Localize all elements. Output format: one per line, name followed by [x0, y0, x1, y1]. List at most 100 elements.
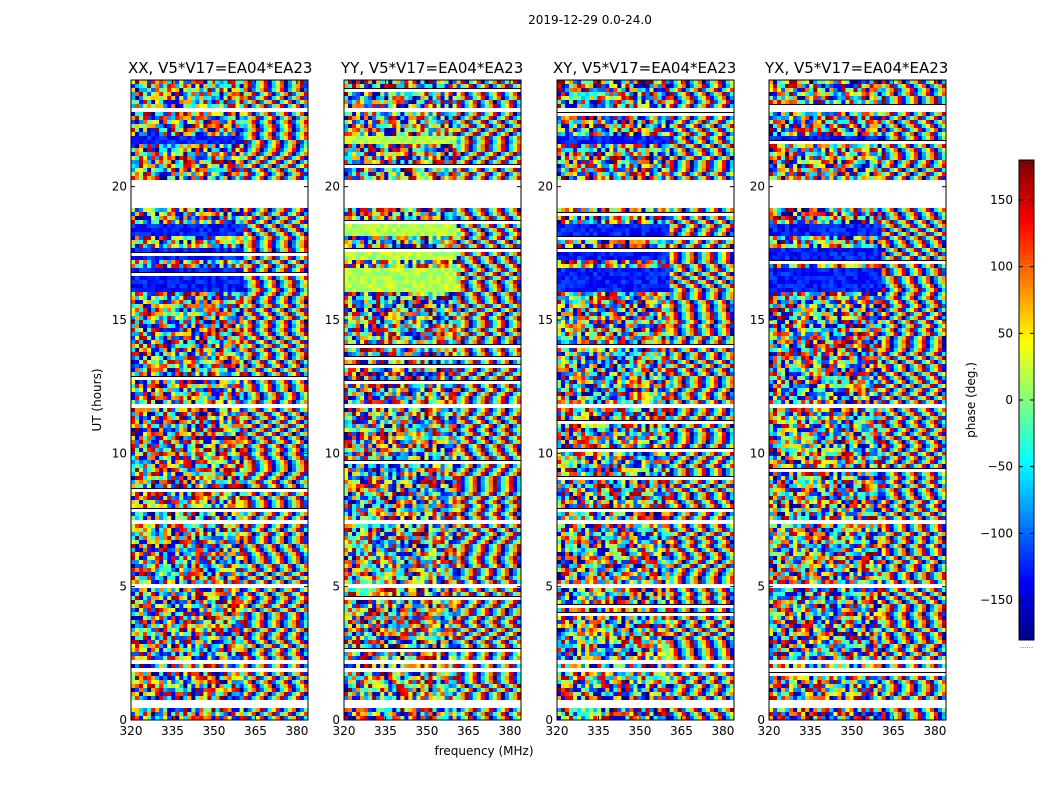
- phase-cell: [147, 264, 152, 268]
- phase-cell: [163, 480, 168, 484]
- phase-cell: [303, 332, 309, 336]
- phase-cell: [159, 260, 164, 264]
- phase-cell: [199, 316, 204, 320]
- phase-cell: [183, 160, 188, 164]
- phase-cell: [243, 560, 248, 564]
- phase-cell: [235, 568, 240, 572]
- phase-cell: [227, 88, 232, 92]
- phase-cell: [175, 360, 180, 364]
- phase-cell: [223, 164, 228, 168]
- phase-cell: [255, 220, 261, 224]
- phase-cell: [275, 288, 281, 292]
- phase-cell: [143, 244, 148, 248]
- phase-cell: [215, 112, 220, 116]
- phase-cell: [183, 424, 188, 428]
- phase-cell: [155, 148, 160, 152]
- phase-cell: [235, 176, 240, 180]
- phase-cell: [199, 568, 204, 572]
- phase-cell: [247, 296, 252, 300]
- phase-cell: [211, 216, 216, 220]
- phase-cell: [147, 512, 152, 516]
- phase-cell: [267, 264, 273, 268]
- phase-cell: [183, 232, 188, 236]
- phase-cell: [223, 160, 228, 164]
- phase-cell: [283, 540, 289, 544]
- phase-cell: [267, 160, 273, 164]
- phase-cell: [211, 408, 216, 412]
- phase-cell: [295, 176, 301, 180]
- phase-cell: [239, 104, 244, 108]
- phase-cell: [175, 592, 180, 596]
- phase-cell: [215, 300, 220, 304]
- phase-cell: [303, 572, 309, 576]
- phase-cell: [235, 172, 240, 176]
- phase-cell: [135, 144, 140, 148]
- phase-cell: [171, 316, 176, 320]
- phase-cell: [215, 144, 220, 148]
- phase-cell: [207, 104, 212, 108]
- phase-cell: [291, 400, 297, 404]
- phase-cell: [215, 572, 220, 576]
- phase-cell: [147, 448, 152, 452]
- phase-cell: [223, 360, 228, 364]
- phase-cell: [267, 392, 273, 396]
- phase-cell: [287, 408, 293, 412]
- phase-cell: [175, 492, 180, 496]
- phase-cell: [279, 96, 285, 100]
- phase-cell: [303, 232, 309, 236]
- phase-cell: [135, 456, 140, 460]
- phase-cell: [251, 92, 256, 96]
- phase-cell: [219, 160, 224, 164]
- phase-cell: [171, 212, 176, 216]
- phase-cell: [271, 464, 277, 468]
- phase-cell: [143, 492, 148, 496]
- phase-cell: [303, 576, 309, 580]
- phase-cell: [151, 316, 156, 320]
- phase-cell: [295, 100, 301, 104]
- phase-cell: [179, 260, 184, 264]
- phase-cell: [167, 364, 172, 368]
- phase-cell: [247, 228, 252, 232]
- phase-cell: [175, 116, 180, 120]
- phase-cell: [191, 544, 196, 548]
- phase-cell: [175, 324, 180, 328]
- phase-cell: [295, 212, 301, 216]
- phase-cell: [163, 436, 168, 440]
- phase-cell: [291, 124, 297, 128]
- phase-cell: [159, 156, 164, 160]
- phase-cell: [131, 324, 136, 328]
- phase-cell: [131, 432, 136, 436]
- phase-cell: [131, 452, 136, 456]
- phase-cell: [187, 300, 192, 304]
- phase-cell: [287, 236, 293, 240]
- phase-cell: [219, 456, 224, 460]
- phase-cell: [303, 364, 309, 368]
- phase-cell: [143, 504, 148, 508]
- phase-cell: [299, 460, 305, 464]
- phase-cell: [267, 528, 273, 532]
- phase-cell: [287, 132, 293, 136]
- phase-cell: [215, 512, 220, 516]
- phase-cell: [227, 484, 232, 488]
- phase-cell: [135, 240, 140, 244]
- phase-cell: [235, 164, 240, 168]
- phase-cell: [275, 532, 281, 536]
- phase-cell: [263, 524, 269, 528]
- phase-cell: [275, 244, 281, 248]
- phase-cell: [183, 148, 188, 152]
- phase-cell: [187, 580, 192, 584]
- phase-cell: [291, 344, 297, 348]
- phase-cell: [303, 472, 309, 476]
- phase-cell: [155, 280, 160, 284]
- phase-cell: [131, 436, 136, 440]
- phase-cell: [235, 372, 240, 376]
- phase-cell: [259, 220, 265, 224]
- phase-cell: [259, 364, 265, 368]
- phase-cell: [231, 256, 236, 260]
- phase-cell: [295, 104, 301, 108]
- phase-cell: [299, 348, 305, 352]
- phase-cell: [155, 448, 160, 452]
- phase-cell: [159, 464, 164, 468]
- phase-cell: [187, 228, 192, 232]
- phase-cell: [299, 532, 305, 536]
